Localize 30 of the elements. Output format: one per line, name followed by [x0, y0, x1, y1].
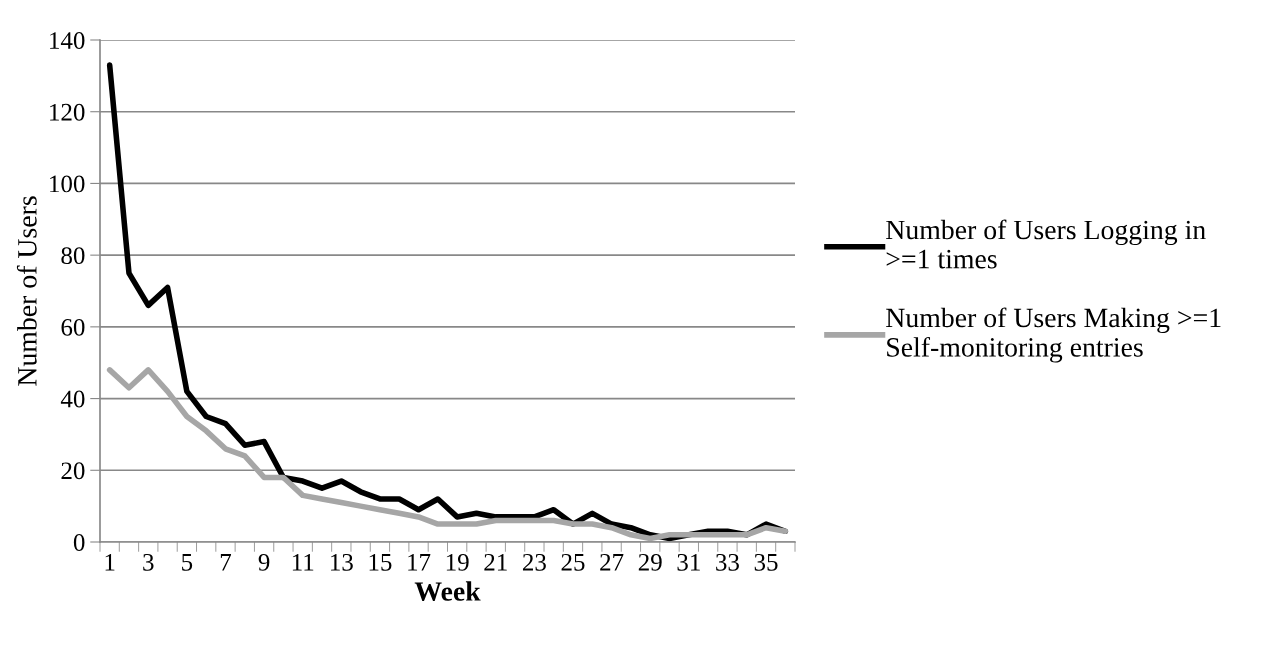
x-tick-label: 15 [369, 553, 392, 571]
x-tick-label: 13 [331, 553, 353, 571]
x-tick-label: 33 [716, 553, 739, 571]
x-tick-label: 23 [522, 553, 546, 571]
x-tick-label: 7 [220, 554, 232, 571]
x-tick-label: 17 [408, 553, 431, 571]
y-tick-label: 40 [60, 390, 85, 408]
x-tick-label: 29 [638, 553, 662, 571]
x-tick-label: 25 [561, 553, 585, 571]
y-tick-label: 100 [50, 175, 85, 193]
y-tick-label: 120 [50, 103, 85, 121]
y-tick-label: 60 [61, 318, 85, 336]
y-axis-title: Number of Users [16, 196, 37, 386]
x-tick-label: 3 [143, 553, 154, 571]
legend-label: Number of Users Making >=1 Self-monitoring entries [886, 307, 1221, 363]
x-tick-label: 5 [182, 554, 193, 571]
y-tick-label: 140 [50, 32, 85, 49]
x-tick-label: 19 [446, 553, 469, 571]
y-tick-label: 0 [73, 534, 85, 551]
x-tick-label: 21 [484, 553, 507, 571]
x-tick-label: 9 [258, 553, 270, 571]
x-tick-label: 1 [105, 553, 115, 571]
x-tick-label: 27 [600, 553, 624, 571]
x-tick-label: 31 [677, 553, 700, 571]
x-tick-label: 11 [292, 553, 314, 571]
x-tick-label: 35 [754, 553, 778, 571]
y-tick-label: 20 [61, 462, 85, 480]
x-axis-title: Week [414, 581, 481, 602]
y-tick-label: 80 [61, 247, 85, 265]
legend-label: Number of Users Logging in >=1 times [886, 219, 1206, 269]
